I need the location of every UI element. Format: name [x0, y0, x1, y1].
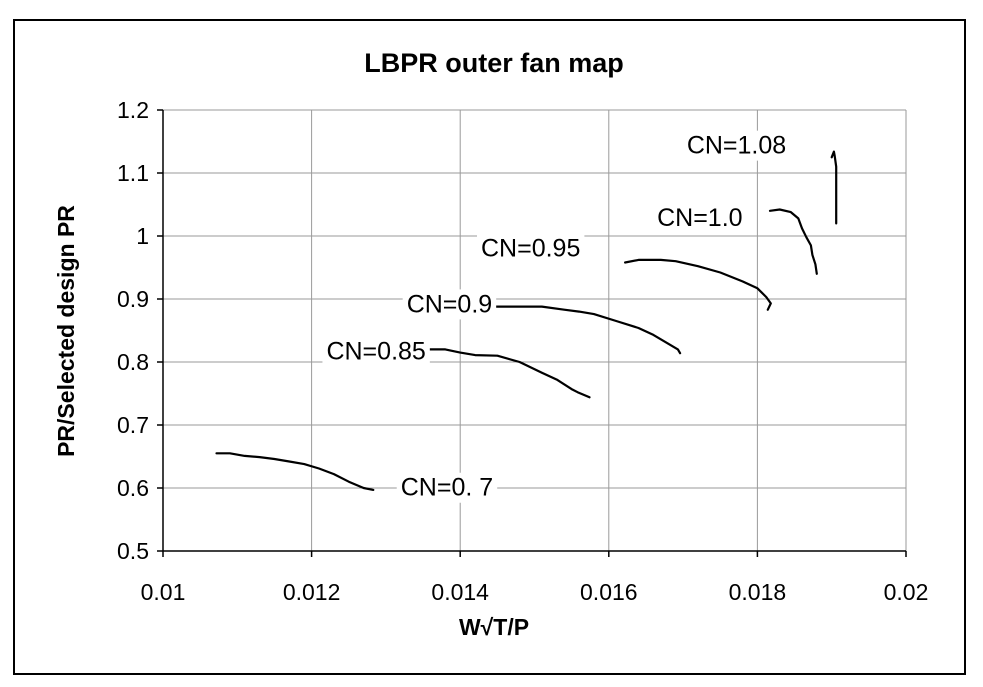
x-tick-label: 0.014	[431, 579, 489, 605]
curve-label-layer: CN=0. 7 CN=0.85 CN=0.9 CN=0.95 CN=1.0 CN=1.08	[322, 130, 791, 503]
y-tick-label: 0.5	[117, 538, 149, 564]
series-line	[215, 452, 375, 491]
curve-label-background	[653, 203, 747, 234]
grid-layer	[163, 109, 907, 551]
curve-label-background	[682, 130, 791, 161]
y-tick-label: 0.7	[117, 412, 149, 438]
curve-label-background	[477, 233, 585, 264]
axis-layer	[162, 110, 906, 552]
curve-label-background	[322, 336, 430, 367]
x-tick-label: 0.016	[580, 579, 638, 605]
y-tick-label: 1	[136, 223, 149, 249]
curve-label-background	[402, 289, 497, 320]
series-line	[830, 150, 838, 225]
tick-label-layer: 0.5 0.6 0.7 0.8 0.9 1 1.1 1.2 0.01 0.012 0.014 0.01…	[117, 97, 928, 605]
y-axis-title: PR/Selected design PR	[53, 205, 79, 457]
x-axis-title: W√T/P	[459, 614, 529, 640]
x-tick-label: 0.018	[729, 579, 787, 605]
curve-label: CN=0.95	[481, 234, 580, 262]
y-tick-label: 0.9	[117, 286, 149, 312]
x-tick-label: 0.012	[283, 579, 341, 605]
curve-label: CN=0.85	[326, 338, 425, 366]
curve-label: CN=1.08	[687, 132, 786, 160]
curve-label: CN=0.9	[407, 290, 492, 318]
y-tick-label: 0.8	[117, 349, 149, 375]
x-tick-label: 0.02	[884, 579, 929, 605]
x-tick-label: 0.01	[141, 579, 186, 605]
series-line	[403, 348, 591, 399]
series-line	[623, 258, 772, 311]
chart-title: LBPR outer fan map	[364, 48, 624, 78]
series-line	[768, 208, 818, 275]
y-tick-label: 1.2	[117, 97, 149, 123]
y-tick-label: 1.1	[117, 160, 149, 186]
curve-label-background	[396, 472, 498, 503]
chart-frame	[13, 19, 966, 675]
series-layer	[215, 150, 838, 491]
curve-label: CN=0. 7	[401, 474, 493, 502]
series-line	[486, 305, 682, 355]
curve-label: CN=1.0	[657, 204, 742, 232]
y-tick-label: 0.6	[117, 475, 149, 501]
